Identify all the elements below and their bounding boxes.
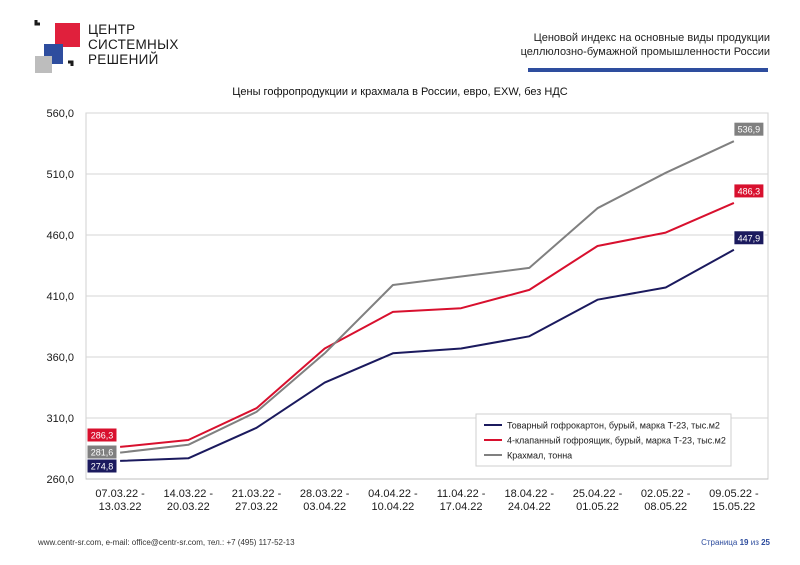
logo-bracket-top bbox=[34, 20, 40, 26]
report-title-line-1: Ценовой индекс на основные виды продукци… bbox=[533, 32, 770, 44]
data-label-last-1-box bbox=[733, 230, 765, 246]
x-tick-label-start: 21.03.22 - bbox=[232, 488, 282, 500]
data-label-last-3-box bbox=[733, 121, 765, 137]
axis-layer: 260,0 310,0 360,0 410,0 460,0 510,0 560,0 07.03… bbox=[46, 108, 768, 513]
series-line-2 bbox=[119, 201, 735, 448]
page-total: 25 bbox=[761, 538, 770, 547]
y-tick-label: 510,0 bbox=[46, 169, 74, 181]
data-label-last-1: 447,9 bbox=[733, 230, 765, 246]
x-tick-label-end: 10.04.22 bbox=[371, 501, 414, 513]
data-label-first-1-text: 274,8 bbox=[91, 462, 114, 472]
series-line-1 bbox=[120, 248, 735, 462]
page-indicator: Страница 19 из 25 bbox=[701, 538, 770, 547]
y-tick-label: 460,0 bbox=[46, 230, 74, 242]
company-name-line-2: СИСТЕМНЫХ bbox=[88, 37, 179, 52]
data-label-first-1: 274,8 bbox=[86, 458, 118, 474]
company-name: ЦЕНТР СИСТЕМНЫХ РЕШЕНИЙ bbox=[88, 22, 179, 67]
x-tick-label-end: 17.04.22 bbox=[440, 501, 483, 513]
x-tick-label-start: 02.05.22 - bbox=[641, 488, 691, 500]
data-label-last-2-text: 486,3 bbox=[738, 186, 761, 196]
report-title: Ценовой индекс на основные виды продукци… bbox=[440, 31, 770, 59]
x-tick-label-start: 04.04.22 - bbox=[368, 488, 418, 500]
footer-contacts: www.centr-sr.com, e-mail: office@centr-s… bbox=[38, 538, 295, 547]
data-label-first-3-box bbox=[86, 444, 118, 460]
x-tick-label-end: 01.05.22 bbox=[576, 501, 619, 513]
data-label-last-3: 536,9 bbox=[733, 121, 765, 137]
x-tick-label-start: 25.04.22 - bbox=[573, 488, 623, 500]
data-label-first-3-text: 281,6 bbox=[91, 448, 114, 458]
y-tick-label: 310,0 bbox=[46, 413, 74, 425]
data-label-first-2-box bbox=[86, 427, 118, 443]
legend-label-2: 4-клапанный гофроящик, бурый, марка Т-23… bbox=[507, 436, 726, 446]
x-tick-label-end: 15.05.22 bbox=[712, 501, 755, 513]
logo-square-gray bbox=[35, 56, 52, 73]
chart-title: Цены гофропродукции и крахмала в России,… bbox=[232, 86, 568, 98]
y-tick-label: 560,0 bbox=[46, 108, 74, 120]
x-tick-label-start: 09.05.22 - bbox=[709, 488, 759, 500]
company-name-line-3: РЕШЕНИЙ bbox=[88, 52, 159, 67]
x-tick-label-start: 11.04.22 - bbox=[437, 488, 486, 500]
data-label-last-1-text: 447,9 bbox=[738, 233, 761, 243]
data-label-first-3: 281,6 bbox=[86, 444, 118, 460]
logo-square-red bbox=[55, 23, 80, 47]
y-tick-label: 260,0 bbox=[46, 474, 74, 486]
header-accent-bar bbox=[528, 68, 768, 72]
x-tick-label-end: 27.03.22 bbox=[235, 501, 278, 513]
page-of-word: из bbox=[750, 538, 759, 547]
page-word: Страница bbox=[701, 538, 738, 547]
legend-label-1: Товарный гофрокартон, бурый, марка Т-23,… bbox=[507, 421, 720, 431]
y-tick-label: 410,0 bbox=[46, 291, 74, 303]
series-line-3 bbox=[119, 140, 735, 454]
report-title-line-2: целлюлозно-бумажной промышленности Росси… bbox=[520, 46, 770, 58]
x-tick-label-start: 07.03.22 - bbox=[95, 488, 145, 500]
legend: Товарный гофрокартон, бурый, марка Т-23,… bbox=[475, 413, 732, 467]
data-label-layer: 274,8 447,9 286,3 486,3 281,6 536,9 bbox=[86, 121, 765, 474]
x-tick-label-end: 13.03.22 bbox=[99, 501, 142, 513]
logo-bracket-bottom bbox=[68, 60, 74, 66]
legend-box bbox=[475, 413, 732, 467]
y-tick-label: 360,0 bbox=[46, 352, 74, 364]
x-tick-label-end: 03.04.22 bbox=[303, 501, 346, 513]
data-label-first-2: 286,3 bbox=[86, 427, 118, 443]
data-label-last-3-text: 536,9 bbox=[738, 125, 761, 135]
x-tick-label-end: 08.05.22 bbox=[644, 501, 687, 513]
data-label-last-2: 486,3 bbox=[733, 183, 765, 199]
x-tick-label-start: 18.04.22 - bbox=[505, 488, 555, 500]
series-layer bbox=[119, 140, 735, 462]
x-tick-label-start: 28.03.22 - bbox=[300, 488, 350, 500]
data-label-last-2-box bbox=[733, 183, 765, 199]
x-tick-label-end: 24.04.22 bbox=[508, 501, 551, 513]
data-label-first-2-text: 286,3 bbox=[91, 431, 114, 441]
x-tick-label-end: 20.03.22 bbox=[167, 501, 210, 513]
legend-label-3: Крахмал, тонна bbox=[507, 451, 572, 461]
company-name-line-1: ЦЕНТР bbox=[88, 22, 136, 37]
page-number: 19 bbox=[739, 538, 749, 547]
company-logo bbox=[34, 20, 80, 73]
x-tick-label-start: 14.03.22 - bbox=[164, 488, 214, 500]
